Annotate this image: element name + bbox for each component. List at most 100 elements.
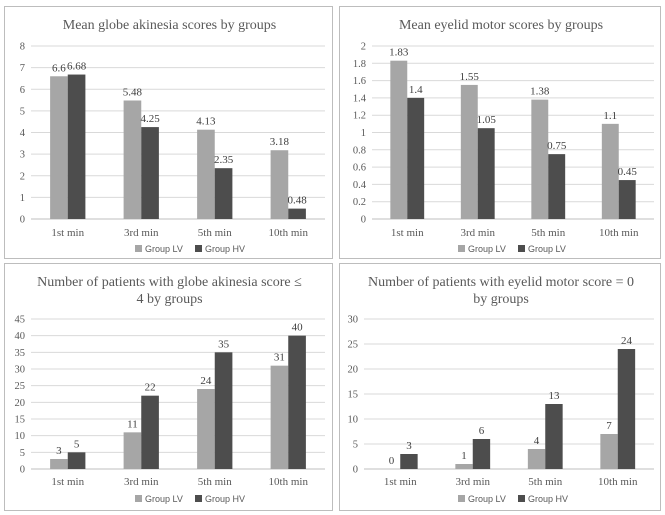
x-category-label: 3rd min [460,227,495,239]
chart-panel-globe-akinesia-scores: Mean globe akinesia scores by groups 0 1 2 3… [4,6,333,259]
chart-title: 4 by groups [136,292,202,307]
data-label: 1.83 [389,47,409,59]
chart-title: Mean eyelid motor scores by groups [399,18,603,33]
data-label: 6.68 [67,61,87,73]
data-label: 7 [606,420,612,432]
x-category-label: 3rd min [124,476,159,488]
data-label: 1.4 [409,84,423,96]
y-tick-label: 6 [20,85,25,96]
y-tick-label: 10 [15,431,26,442]
bar-series0-1st-min [390,60,408,219]
y-tick-label: 15 [348,390,359,401]
y-tick-label: 35 [15,348,26,359]
data-label: 22 [145,382,156,394]
bar-series1-5th-min [214,352,233,469]
bar-series1-1st-min [400,454,418,469]
legend-label: Group LV [145,244,183,254]
legend-label: Group HV [528,494,568,504]
x-category-label: 1st min [384,476,417,488]
chart-svg: Mean eyelid motor scores by groups 0 0.2 0.… [353,18,654,254]
chart-svg: Number of patients with eyelid motor sco… [348,275,654,504]
chart-svg: Mean globe akinesia scores by groups 0 1 2 3… [20,18,325,254]
bar-series1-10th-min [618,180,636,219]
y-tick-label: 20 [15,398,26,409]
chart-title: Number of patients with globe akinesia s… [37,275,302,290]
chart-title: by groups [473,292,529,307]
x-category-label: 5th min [531,227,565,239]
data-label: 0.75 [547,140,567,152]
data-label: 3.18 [270,136,290,148]
bar-series1-5th-min [545,404,563,469]
data-label: 5.48 [123,86,143,98]
x-category-label: 10th min [598,476,638,488]
bar-series0-10th-min [270,365,289,469]
bar-series0-5th-min [531,99,549,219]
legend-swatch [195,245,202,252]
y-tick-label: 45 [15,315,26,326]
data-label: 2.35 [214,154,234,166]
chart-svg: Number of patients with globe akinesia s… [15,275,325,504]
legend-label: Group HV [205,244,245,254]
data-label: 6 [479,425,485,437]
data-label: 11 [127,418,138,430]
y-tick-label: 0.2 [353,197,366,208]
y-tick-label: 0.8 [353,145,366,156]
data-label: 0.48 [287,195,307,207]
bar-series1-1st-min [407,97,425,219]
y-tick-label: 8 [20,42,25,53]
bar-series0-3rd-min [460,84,478,219]
y-tick-label: 0.6 [353,163,366,174]
bar-series0-3rd-min [455,464,473,469]
y-tick-label: 1.2 [353,111,366,122]
x-category-label: 3rd min [455,476,490,488]
y-tick-label: 40 [15,331,26,342]
bar-series0-10th-min [600,434,618,469]
y-tick-label: 25 [348,340,359,351]
data-label: 40 [292,322,304,334]
legend-label: Group LV [528,244,566,254]
chart-panel-eyelid-motor-patients: Number of patients with eyelid motor sco… [339,263,661,511]
bar-series0-5th-min [527,449,546,469]
data-label: 4.25 [140,113,160,125]
x-category-label: 5th min [528,476,562,488]
data-label: 1.05 [477,114,497,126]
x-category-label: 3rd min [124,227,159,239]
y-tick-label: 0.4 [353,180,367,191]
bar-series0-1st-min [50,76,68,220]
data-label: 4.13 [196,116,216,128]
y-tick-label: 30 [15,365,26,376]
bar-series0-3rd-min [123,100,142,219]
bar-series1-10th-min [288,208,306,219]
y-tick-label: 2 [361,42,366,53]
bar-series0-10th-min [270,150,289,219]
y-tick-label: 0 [361,215,366,226]
y-tick-label: 25 [15,381,26,392]
bar-series1-1st-min [67,452,86,469]
data-label: 24 [200,375,212,387]
y-tick-label: 15 [15,415,26,426]
legend-label: Group LV [468,494,506,504]
x-category-label: 10th min [269,476,309,488]
legend-swatch [518,495,525,502]
data-label: 3 [56,445,62,457]
legend-swatch [518,245,525,252]
x-category-label: 1st min [51,227,84,239]
y-tick-label: 20 [348,365,359,376]
y-tick-label: 5 [353,440,358,451]
y-tick-label: 1 [20,193,25,204]
legend-swatch [458,245,465,252]
legend-swatch [135,245,142,252]
data-label: 24 [621,335,633,347]
bar-series1-3rd-min [141,127,159,219]
data-label: 4 [534,435,540,447]
y-tick-label: 2 [20,171,25,182]
data-label: 35 [218,338,230,350]
bar-series1-5th-min [548,154,566,219]
y-tick-label: 5 [20,106,25,117]
data-label: 3 [406,440,412,452]
y-tick-label: 3 [20,150,25,161]
y-tick-label: 30 [348,315,359,326]
y-tick-label: 1.6 [353,76,366,87]
x-category-label: 10th min [269,227,309,239]
data-label: 1.1 [603,110,617,122]
